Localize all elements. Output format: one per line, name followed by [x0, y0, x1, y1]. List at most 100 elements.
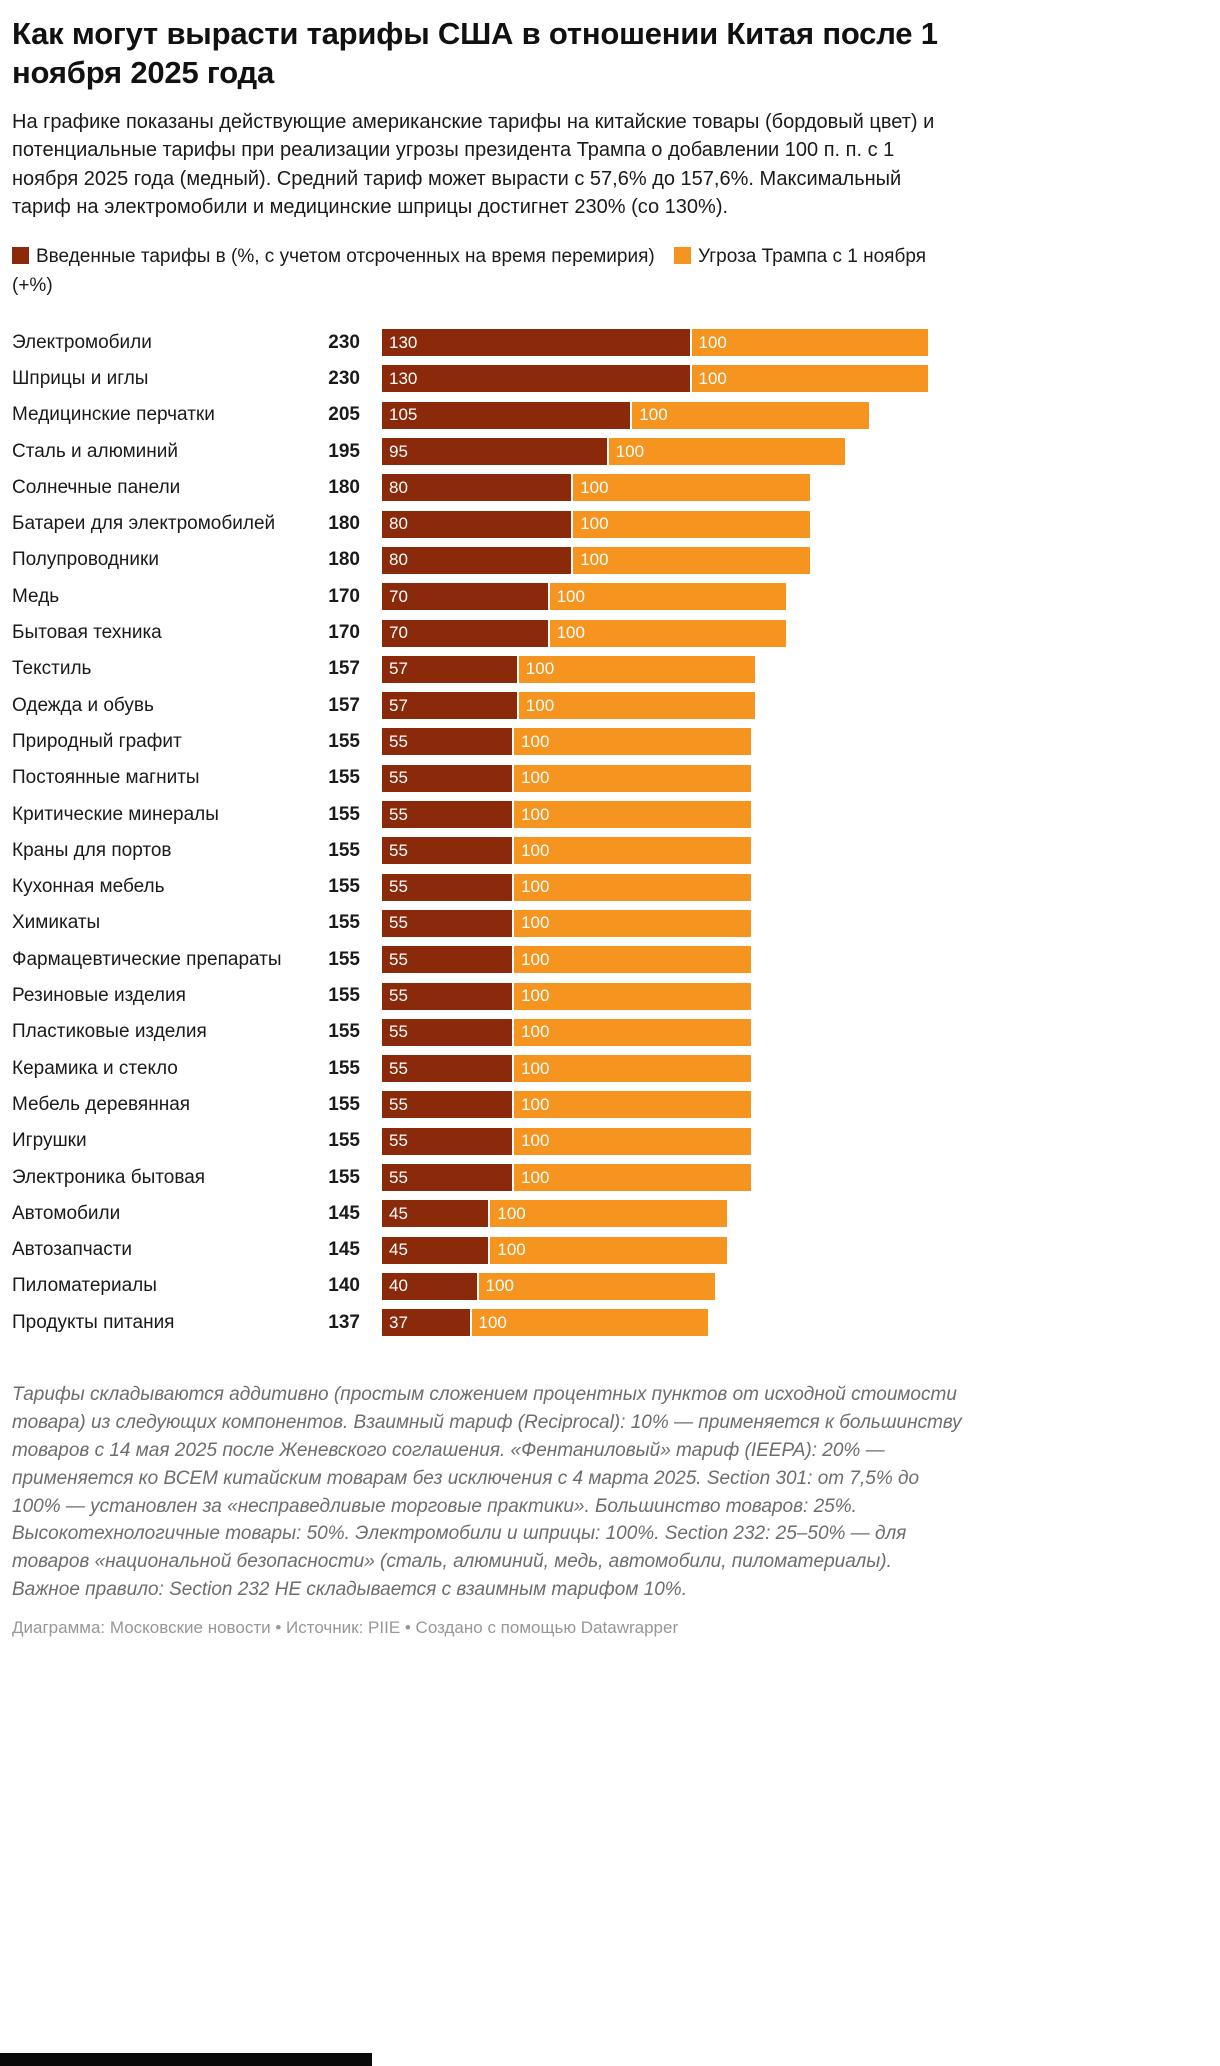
threat-tariff-bar[interactable]: 100 — [514, 1018, 751, 1046]
threat-tariff-bar[interactable]: 100 — [471, 1309, 708, 1337]
current-tariff-bar[interactable]: 45 — [382, 1200, 489, 1228]
current-tariff-bar[interactable]: 55 — [382, 946, 513, 974]
threat-tariff-value: 100 — [521, 840, 550, 860]
chart-row: Автозапчасти 145 45 100 — [12, 1232, 1206, 1268]
current-tariff-bar[interactable]: 70 — [382, 583, 548, 611]
threat-tariff-bar[interactable]: 100 — [514, 1127, 751, 1155]
current-tariff-bar[interactable]: 37 — [382, 1309, 470, 1337]
threat-tariff-value: 100 — [485, 1276, 514, 1296]
chart-row: Критические минералы 155 55 100 — [12, 796, 1206, 832]
threat-tariff-bar[interactable]: 100 — [518, 692, 756, 720]
bar-track: 55 100 — [382, 1091, 751, 1119]
threat-tariff-bar[interactable]: 100 — [518, 655, 756, 683]
threat-tariff-swatch — [674, 246, 691, 264]
current-tariff-value: 55 — [389, 1058, 408, 1078]
threat-tariff-bar[interactable]: 100 — [514, 728, 751, 756]
threat-tariff-bar[interactable]: 100 — [490, 1200, 727, 1228]
current-tariff-bar[interactable]: 55 — [382, 801, 513, 829]
current-tariff-bar[interactable]: 130 — [382, 329, 690, 357]
chart-page: Как могут вырасти тарифы США в отношении… — [12, 16, 1206, 1638]
current-tariff-bar[interactable]: 55 — [382, 837, 513, 865]
threat-tariff-value: 100 — [521, 1022, 550, 1042]
threat-tariff-value: 100 — [556, 586, 585, 606]
threat-tariff-bar[interactable]: 100 — [573, 546, 810, 574]
threat-tariff-bar[interactable]: 100 — [514, 1055, 751, 1083]
current-tariff-bar[interactable]: 130 — [382, 365, 690, 393]
current-tariff-value: 55 — [389, 1167, 408, 1187]
bar-track: 40 100 — [382, 1272, 716, 1300]
current-tariff-bar[interactable]: 57 — [382, 655, 517, 683]
current-tariff-bar[interactable]: 80 — [382, 510, 572, 538]
category-label: Керамика и стекло — [12, 1057, 178, 1079]
current-tariff-bar[interactable]: 55 — [382, 1091, 513, 1119]
threat-tariff-bar[interactable]: 100 — [549, 619, 787, 647]
current-tariff-bar[interactable]: 55 — [382, 1018, 513, 1046]
threat-tariff-value: 100 — [521, 804, 550, 824]
threat-tariff-bar[interactable]: 100 — [573, 510, 810, 538]
threat-tariff-bar[interactable]: 100 — [514, 1164, 751, 1191]
threat-tariff-value: 100 — [615, 441, 645, 461]
legend-label-current: Введенные тарифы в (%, с учетом отсрочен… — [36, 245, 655, 267]
bar-track: 105 100 — [382, 401, 869, 429]
threat-tariff-bar[interactable]: 100 — [514, 764, 751, 792]
current-tariff-bar[interactable]: 57 — [382, 692, 517, 720]
current-tariff-bar[interactable]: 55 — [382, 1127, 513, 1155]
category-label: Одежда и обувь — [12, 694, 154, 716]
chart-row: Фармацевтические препараты 155 55 100 — [12, 942, 1206, 978]
current-tariff-bar[interactable]: 55 — [382, 1055, 513, 1083]
bar-track: 80 100 — [382, 546, 810, 574]
threat-tariff-bar[interactable]: 100 — [514, 837, 751, 865]
threat-tariff-bar[interactable]: 100 — [691, 365, 928, 393]
chart-row: Солнечные панели 180 80 100 — [12, 470, 1206, 506]
chart-row: Медь 170 70 100 — [12, 579, 1206, 615]
legend-item-current: Введенные тарифы в (%, с учетом отсрочен… — [12, 246, 655, 267]
current-tariff-bar[interactable]: 95 — [382, 438, 607, 466]
chart-row: Резиновые изделия 155 55 100 — [12, 978, 1206, 1014]
category-label: Фармацевтические препараты — [12, 948, 282, 970]
current-tariff-bar[interactable]: 45 — [382, 1236, 489, 1264]
chart-row: Автомобили 145 45 100 — [12, 1196, 1206, 1232]
credit-line: Диаграмма: Московские новости • Источник… — [12, 1618, 679, 1638]
threat-tariff-bar[interactable]: 100 — [549, 583, 787, 611]
chart-row: Электромобили 230 130 100 — [12, 325, 1206, 361]
threat-tariff-bar[interactable]: 100 — [514, 1091, 751, 1119]
threat-tariff-bar[interactable]: 100 — [573, 474, 810, 502]
current-tariff-bar[interactable]: 55 — [382, 873, 513, 901]
threat-tariff-bar[interactable]: 100 — [514, 982, 751, 1010]
bar-track: 55 100 — [382, 909, 751, 937]
threat-tariff-value: 100 — [580, 550, 609, 570]
chart-row: Постоянные магниты 155 55 100 — [12, 760, 1206, 796]
threat-tariff-bar[interactable]: 100 — [632, 401, 869, 429]
bar-track: 80 100 — [382, 510, 810, 538]
current-tariff-bar[interactable]: 80 — [382, 546, 572, 574]
chart-row: Пиломатериалы 140 40 100 — [12, 1268, 1206, 1304]
threat-tariff-bar[interactable]: 100 — [514, 909, 751, 937]
current-tariff-bar[interactable]: 80 — [382, 474, 572, 502]
current-tariff-bar[interactable]: 105 — [382, 401, 631, 429]
current-tariff-bar[interactable]: 55 — [382, 1164, 513, 1191]
threat-tariff-bar[interactable]: 100 — [514, 873, 751, 901]
total-value: 180 — [328, 476, 360, 498]
threat-tariff-bar[interactable]: 100 — [514, 801, 751, 829]
current-tariff-value: 55 — [389, 913, 408, 933]
total-value: 180 — [328, 549, 360, 571]
bar-track: 55 100 — [382, 1055, 751, 1083]
total-value: 155 — [328, 730, 360, 752]
total-value: 157 — [328, 694, 360, 716]
threat-tariff-bar[interactable]: 100 — [691, 329, 928, 357]
chart-row: Краны для портов 155 55 100 — [12, 833, 1206, 869]
threat-tariff-bar[interactable]: 100 — [514, 946, 751, 974]
current-tariff-bar[interactable]: 55 — [382, 909, 513, 937]
threat-tariff-bar[interactable]: 100 — [490, 1236, 727, 1264]
threat-tariff-bar[interactable]: 100 — [478, 1272, 716, 1300]
current-tariff-bar[interactable]: 70 — [382, 619, 548, 647]
current-tariff-bar[interactable]: 40 — [382, 1272, 477, 1300]
current-tariff-bar[interactable]: 55 — [382, 764, 513, 792]
current-tariff-bar[interactable]: 55 — [382, 728, 513, 756]
bottom-strip — [0, 2053, 372, 2066]
chart-row: Кухонная мебель 155 55 100 — [12, 869, 1206, 905]
category-label: Медицинские перчатки — [12, 404, 215, 426]
current-tariff-bar[interactable]: 55 — [382, 982, 513, 1010]
threat-tariff-bar[interactable]: 100 — [608, 438, 846, 466]
threat-tariff-value: 100 — [497, 1240, 526, 1260]
